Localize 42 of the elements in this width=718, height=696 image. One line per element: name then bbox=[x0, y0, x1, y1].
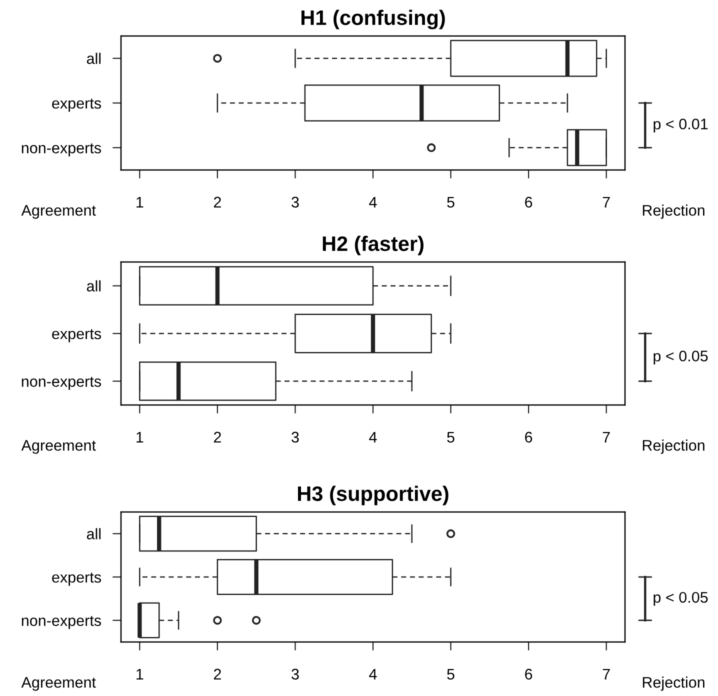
text: Rejection bbox=[642, 204, 704, 219]
y-tick-label: experts bbox=[52, 572, 102, 586]
text: Rejection bbox=[642, 676, 704, 691]
chart-title: H1 (confusing) bbox=[301, 10, 445, 30]
y-tick-label: all bbox=[86, 280, 101, 292]
x-tick-label: 2 bbox=[214, 432, 221, 442]
x-tick-label: 5 bbox=[447, 432, 454, 443]
y-tick-label: all bbox=[86, 52, 101, 64]
chart-title: H2 (faster) bbox=[322, 236, 424, 256]
y-tick-label: non-experts bbox=[22, 376, 102, 390]
x-tick-label: 3 bbox=[292, 432, 299, 443]
x-tick-label: 3 bbox=[292, 196, 299, 208]
y-tick-label: non-experts bbox=[22, 143, 102, 156]
text: Agreement bbox=[21, 677, 96, 691]
x-tick-label: 6 bbox=[525, 668, 532, 680]
x-tick-label: 6 bbox=[525, 196, 532, 208]
x-tick-label: 3 bbox=[292, 668, 299, 680]
x-tick-label: 2 bbox=[214, 668, 221, 680]
x-tick-label: 5 bbox=[447, 196, 454, 208]
x-tick-label: 1 bbox=[136, 668, 144, 680]
text: Rejection bbox=[642, 440, 704, 454]
y-tick-label: all bbox=[86, 528, 101, 540]
x-tick-label: 4 bbox=[369, 668, 377, 680]
text: Agreement bbox=[21, 440, 96, 454]
x-tick-label: 1 bbox=[136, 432, 144, 442]
x-tick-label: 4 bbox=[369, 432, 377, 442]
x-tick-label: 2 bbox=[214, 196, 221, 208]
text: Agreement bbox=[21, 205, 96, 219]
y-tick-label: experts bbox=[52, 329, 102, 342]
text: p < 0.05 bbox=[654, 592, 708, 606]
x-tick-label: 6 bbox=[525, 432, 532, 443]
x-tick-label: 7 bbox=[602, 432, 610, 442]
y-tick-label: non-experts bbox=[22, 616, 102, 630]
y-tick-label: experts bbox=[52, 98, 102, 112]
x-tick-label: 1 bbox=[136, 196, 144, 208]
x-tick-label: 5 bbox=[447, 668, 454, 680]
x-tick-label: 4 bbox=[369, 196, 377, 208]
x-tick-label: 7 bbox=[602, 668, 610, 680]
chart-title: H3 (supportive) bbox=[298, 486, 448, 506]
x-tick-label: 7 bbox=[602, 196, 610, 208]
text: p < 0.05 bbox=[654, 350, 708, 364]
text: p < 0.01 bbox=[654, 118, 708, 132]
